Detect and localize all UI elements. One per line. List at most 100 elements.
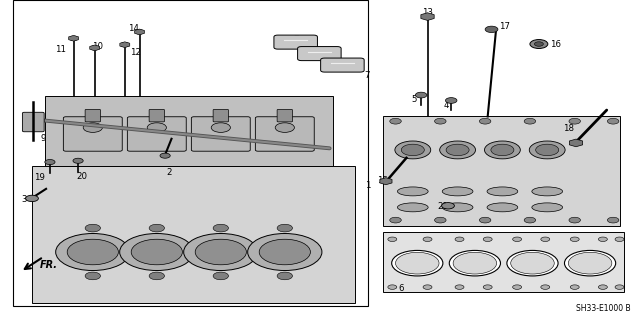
Circle shape <box>484 141 520 159</box>
Text: 14: 14 <box>127 24 139 33</box>
Circle shape <box>415 92 427 98</box>
FancyBboxPatch shape <box>321 58 364 72</box>
Circle shape <box>455 285 464 289</box>
Circle shape <box>85 224 100 232</box>
Circle shape <box>69 36 78 41</box>
Circle shape <box>541 285 550 289</box>
Circle shape <box>120 234 194 271</box>
Circle shape <box>529 141 565 159</box>
Circle shape <box>513 285 522 289</box>
Circle shape <box>507 250 558 276</box>
Circle shape <box>45 160 55 165</box>
Circle shape <box>83 123 102 132</box>
Text: 9: 9 <box>41 134 46 143</box>
Ellipse shape <box>487 187 518 196</box>
Circle shape <box>491 144 514 156</box>
Ellipse shape <box>487 203 518 212</box>
Text: 1: 1 <box>365 181 371 189</box>
FancyBboxPatch shape <box>63 117 122 151</box>
Text: 7: 7 <box>294 35 299 44</box>
Text: 10: 10 <box>92 42 103 51</box>
Circle shape <box>541 237 550 241</box>
Circle shape <box>85 272 100 280</box>
Circle shape <box>392 250 443 276</box>
Circle shape <box>446 144 469 156</box>
Circle shape <box>390 118 401 124</box>
Circle shape <box>90 46 99 50</box>
Polygon shape <box>383 116 620 226</box>
Circle shape <box>73 158 83 163</box>
Circle shape <box>211 123 230 132</box>
FancyBboxPatch shape <box>277 109 292 122</box>
Circle shape <box>135 30 144 34</box>
Circle shape <box>390 217 401 223</box>
Text: 21: 21 <box>437 202 449 211</box>
Circle shape <box>160 153 170 158</box>
Circle shape <box>598 237 607 241</box>
Text: 18: 18 <box>563 124 574 133</box>
Circle shape <box>195 239 246 265</box>
Bar <box>13 0 368 306</box>
Circle shape <box>449 250 500 276</box>
Ellipse shape <box>532 203 563 212</box>
Text: 17: 17 <box>499 22 510 31</box>
Circle shape <box>26 195 38 202</box>
Circle shape <box>569 217 580 223</box>
FancyBboxPatch shape <box>127 117 186 151</box>
Circle shape <box>598 285 607 289</box>
FancyBboxPatch shape <box>255 117 314 151</box>
Circle shape <box>536 144 559 156</box>
Circle shape <box>149 224 164 232</box>
FancyBboxPatch shape <box>274 35 317 49</box>
Text: 12: 12 <box>130 48 141 57</box>
Circle shape <box>56 234 130 271</box>
Text: 7: 7 <box>364 71 369 80</box>
Circle shape <box>396 252 439 274</box>
Circle shape <box>607 118 619 124</box>
Ellipse shape <box>397 203 428 212</box>
Text: FR.: FR. <box>40 260 58 271</box>
Circle shape <box>149 272 164 280</box>
Text: 8: 8 <box>319 47 324 56</box>
Circle shape <box>120 42 129 47</box>
Text: 3: 3 <box>22 195 27 204</box>
Circle shape <box>259 239 310 265</box>
Circle shape <box>401 144 424 156</box>
Circle shape <box>607 217 619 223</box>
Text: 19: 19 <box>35 173 45 182</box>
Circle shape <box>483 285 492 289</box>
Circle shape <box>530 40 548 48</box>
Polygon shape <box>45 96 333 166</box>
Text: 13: 13 <box>422 8 433 17</box>
Circle shape <box>570 237 579 241</box>
Text: 11: 11 <box>55 45 67 54</box>
Polygon shape <box>383 232 624 292</box>
Circle shape <box>513 237 522 241</box>
Circle shape <box>615 285 624 289</box>
FancyBboxPatch shape <box>85 109 100 122</box>
Circle shape <box>440 141 476 159</box>
FancyBboxPatch shape <box>191 117 250 151</box>
Text: 8: 8 <box>319 47 324 56</box>
Circle shape <box>485 26 498 33</box>
Circle shape <box>184 234 258 271</box>
Circle shape <box>395 141 431 159</box>
Circle shape <box>213 224 228 232</box>
Circle shape <box>435 217 446 223</box>
Text: SH33-E1000 B: SH33-E1000 B <box>576 304 630 313</box>
Circle shape <box>131 239 182 265</box>
Text: 4: 4 <box>444 101 449 110</box>
Circle shape <box>479 217 491 223</box>
Ellipse shape <box>397 187 428 196</box>
Circle shape <box>524 118 536 124</box>
Circle shape <box>524 217 536 223</box>
Circle shape <box>445 98 457 103</box>
Circle shape <box>534 42 543 46</box>
Circle shape <box>615 237 624 241</box>
FancyBboxPatch shape <box>22 112 44 132</box>
Circle shape <box>275 123 294 132</box>
Circle shape <box>423 237 432 241</box>
Text: 6: 6 <box>399 284 404 293</box>
Circle shape <box>423 285 432 289</box>
Circle shape <box>455 237 464 241</box>
